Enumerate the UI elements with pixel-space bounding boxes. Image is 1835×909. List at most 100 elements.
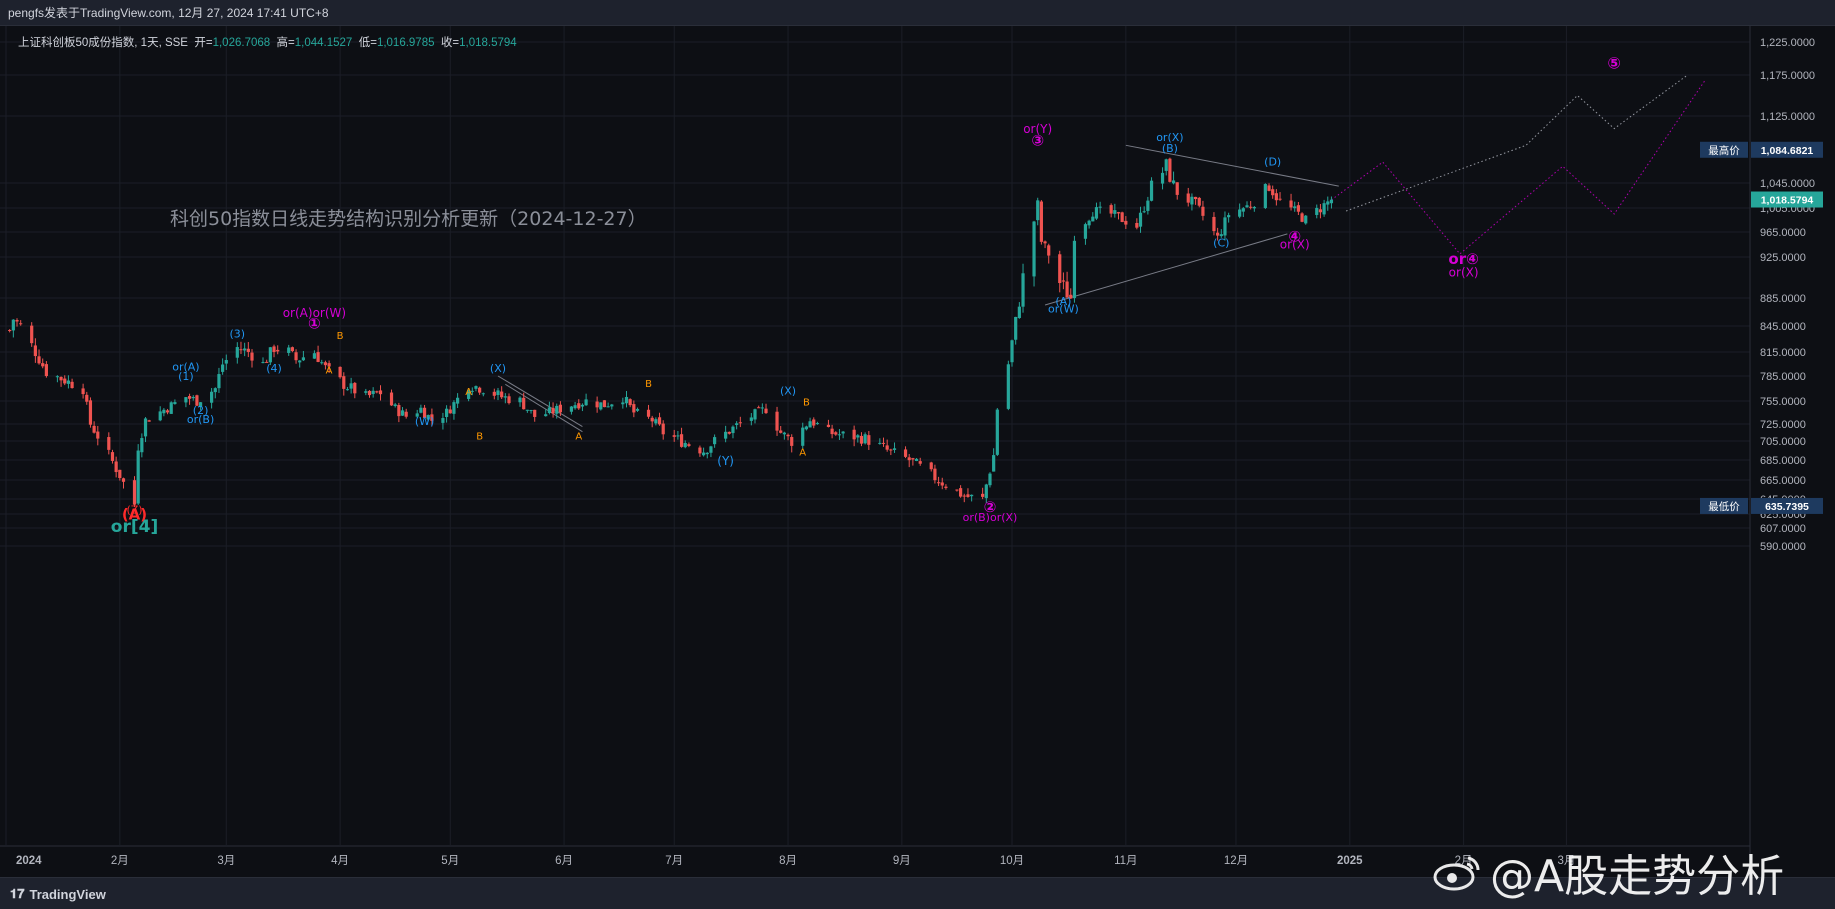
candle-body (59, 376, 63, 381)
candle-body (210, 391, 214, 403)
chart-area[interactable]: 1,225.0000 1,175.0000 1,125.0000 1,045.0000… (0, 26, 1835, 877)
candle-body (235, 347, 239, 358)
candle-body (580, 404, 585, 407)
wave-label: or(A)or(W) (283, 306, 346, 320)
weibo-icon (1432, 852, 1482, 892)
candle-body (389, 392, 394, 406)
projection-path (1331, 78, 1707, 255)
candle-body (349, 383, 353, 389)
candle-body (441, 418, 445, 423)
candle-body (1164, 159, 1168, 171)
candle-body (496, 390, 500, 396)
candle-body (195, 395, 199, 406)
candle-body (338, 366, 342, 378)
wave-label: B (645, 379, 652, 390)
candle-body (1329, 199, 1334, 204)
tradingview-logo[interactable]: 𝟏𝟕 TradingView (10, 886, 106, 902)
candle-body (1289, 200, 1293, 208)
candle-body (1193, 196, 1198, 200)
candle-body (393, 404, 397, 407)
candle-body (628, 399, 632, 406)
wave-label: (4) (266, 362, 282, 375)
candle-body (984, 484, 988, 499)
candle-body (529, 410, 533, 412)
symbol-legend: 上证科创板50成份指数, 1天, SSE 开=1,026.7068 高=1,04… (18, 34, 517, 50)
candle-body (698, 447, 702, 454)
wave-label: or(A) (172, 360, 199, 373)
time-tick-label: 10月 (1000, 855, 1024, 867)
wave-label: (D) (1264, 155, 1281, 168)
candle-body (1318, 209, 1323, 213)
candle-body (602, 400, 607, 408)
chart-title: 科创50指数日线走势结构识别分析更新（2024-12-27） (170, 208, 647, 230)
candle-body (1160, 172, 1165, 184)
candle-body (1293, 206, 1297, 209)
candle-body (250, 352, 254, 361)
candle-body (15, 320, 19, 322)
candle-body (1252, 206, 1256, 209)
price-tick-label: 705.0000 (1760, 436, 1806, 448)
candle-body (731, 426, 735, 434)
candle-body (1098, 206, 1102, 208)
low-value: 1,016.9785 (376, 37, 435, 49)
tradingview-mark-icon: 𝟏𝟕 (10, 886, 25, 901)
candle-body (118, 469, 122, 479)
candle-body (679, 434, 684, 447)
candle-body (1197, 197, 1201, 206)
candle-body (1065, 281, 1069, 298)
wave-label: A (326, 366, 333, 377)
candle-body (37, 356, 41, 364)
candle-body (316, 352, 320, 362)
price-tick-label: 725.0000 (1760, 419, 1806, 431)
gridlines (0, 26, 1751, 877)
candle-body (786, 434, 790, 437)
time-tick-label: 5月 (441, 855, 459, 867)
badge-value-box (1751, 141, 1823, 158)
candle-body (606, 406, 610, 408)
high-price-value: 1,084.6821 (1761, 145, 1814, 157)
candle-body (687, 444, 691, 446)
candle-body (503, 396, 507, 398)
candle-body (522, 397, 526, 410)
candle-body (1326, 201, 1330, 205)
candle-body (940, 482, 944, 486)
candle-body (624, 396, 629, 404)
wave-label: (2) (193, 404, 209, 417)
wave-label: or[4] (111, 517, 158, 537)
candle-body (555, 405, 559, 414)
candle-body (903, 449, 908, 457)
candle-body (1304, 215, 1308, 224)
candle-body (173, 402, 177, 405)
wave-label: (1) (178, 370, 194, 383)
candle-body (672, 435, 676, 437)
candle-body (1061, 280, 1066, 282)
candle-body (966, 494, 970, 497)
candle-body (114, 461, 118, 473)
candle-body (837, 434, 842, 436)
candle-body (621, 402, 625, 405)
time-tick-label: 7月 (665, 855, 683, 867)
candle-body (1278, 198, 1282, 200)
time-axis[interactable]: 2024 2月 3月 4月 5月 6月 7月 8月 9月 10月 11月 12月 2025 2月 3月 (16, 855, 1575, 867)
candle-body (988, 473, 992, 486)
candle-body (470, 390, 474, 392)
candle-body (397, 405, 401, 417)
candle-body (110, 452, 115, 461)
candle-body (812, 419, 816, 426)
candle-body (448, 409, 452, 414)
price-axis[interactable]: 1,225.0000 1,175.0000 1,125.0000 1,045.0000… (1760, 37, 1815, 553)
price-tick-label: 590.0000 (1760, 541, 1806, 553)
price-tick-label: 1,125.0000 (1760, 111, 1815, 123)
last-price-value: 1,018.5794 (1761, 195, 1814, 207)
candle-body (760, 407, 764, 409)
candle-body (1058, 254, 1062, 284)
brand-text: TradingView (29, 886, 106, 902)
candle-body (1186, 193, 1190, 203)
candle-body (342, 376, 346, 389)
candle-body (1249, 206, 1253, 208)
candle-body (635, 408, 640, 411)
candle-body (1201, 206, 1205, 216)
candle-body (165, 410, 170, 413)
trend-line (505, 383, 583, 433)
candle-body (713, 437, 717, 445)
